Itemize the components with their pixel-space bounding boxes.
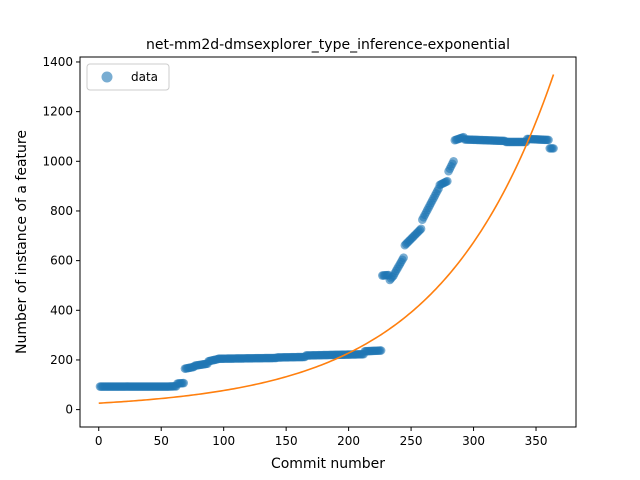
legend: data bbox=[86, 63, 170, 91]
x-tick-label: 200 bbox=[337, 434, 360, 448]
y-tick-label: 1000 bbox=[42, 154, 73, 168]
y-tick-label: 1200 bbox=[42, 105, 73, 119]
y-tick-label: 800 bbox=[50, 204, 73, 218]
fit-line bbox=[98, 74, 555, 404]
y-axis-label: Number of instance of a feature bbox=[14, 130, 30, 354]
data-point bbox=[399, 253, 408, 262]
data-point bbox=[544, 135, 553, 145]
y-axis-ticks: 0 200 400 600 800 1000 1200 1400 bbox=[42, 55, 80, 417]
legend-label-data: data bbox=[131, 70, 158, 84]
legend-marker-data bbox=[101, 71, 113, 83]
data-point bbox=[179, 378, 188, 388]
data-point bbox=[376, 346, 386, 355]
x-tick-label: 300 bbox=[462, 434, 485, 448]
data-points bbox=[95, 132, 558, 391]
data-point bbox=[416, 224, 426, 234]
x-tick-label: 250 bbox=[400, 434, 423, 448]
y-tick-label: 0 bbox=[65, 403, 73, 417]
x-tick-label: 0 bbox=[95, 434, 103, 448]
y-tick-label: 400 bbox=[50, 303, 73, 317]
x-tick-label: 350 bbox=[525, 434, 548, 448]
data-point bbox=[449, 156, 458, 166]
x-axis-label: Commit number bbox=[271, 456, 385, 472]
y-tick-label: 200 bbox=[50, 353, 73, 367]
y-tick-label: 1400 bbox=[42, 55, 73, 69]
legend-box bbox=[86, 63, 170, 91]
x-tick-label: 100 bbox=[212, 434, 235, 448]
data-point bbox=[549, 144, 558, 153]
x-axis-ticks: 0 50 100 150 200 250 300 350 bbox=[95, 427, 548, 448]
y-tick-label: 600 bbox=[50, 254, 73, 268]
x-tick-label: 50 bbox=[154, 434, 169, 448]
x-tick-label: 150 bbox=[275, 434, 298, 448]
fit-line-layer bbox=[98, 74, 555, 404]
axes-frame bbox=[79, 56, 577, 428]
chart-title: net-mm2d-dmsexplorer_type_inference-expo… bbox=[146, 37, 510, 53]
data-point bbox=[443, 176, 452, 186]
